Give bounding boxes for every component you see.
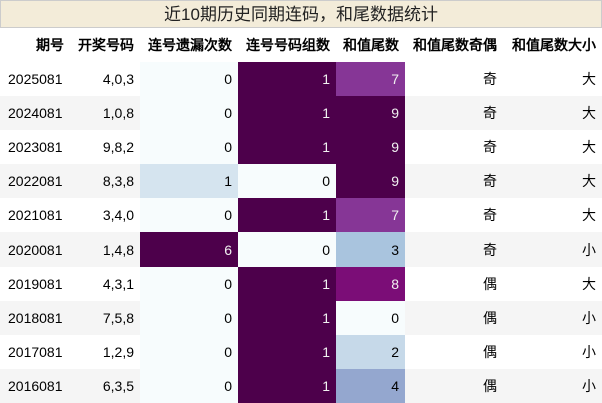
table-cell: 1 xyxy=(238,62,336,97)
table-title: 近10期历史同期连码，和尾数据统计 xyxy=(0,0,602,28)
table-cell: 奇 xyxy=(483,207,497,224)
table-cell: 大 xyxy=(582,275,596,292)
table-cell: 0 xyxy=(140,266,238,301)
table-row: 2021081 3,4,0 0 1 7 奇 大 xyxy=(0,198,602,233)
table-cell: 2020081 xyxy=(0,232,70,267)
table-cell: 0 xyxy=(140,368,238,403)
column-header: 连号遗漏次数 xyxy=(148,37,232,53)
table-cell: 大 xyxy=(503,164,602,199)
table-cell: 1 xyxy=(238,198,336,233)
table-cell: 8 xyxy=(336,266,405,301)
table-row: 2016081 6,3,5 0 1 4 偶小 xyxy=(0,368,602,403)
table-cell: 大 xyxy=(582,207,596,224)
table-cell: 9,8,2 xyxy=(102,139,134,156)
table-cell: 小 xyxy=(582,343,596,360)
table-cell: 2 xyxy=(336,334,405,369)
table-cell: 1 xyxy=(238,368,336,403)
data-table: 期号 开奖号码 连号遗漏次数 连号号码组数 和值尾数 和值尾数奇偶 和值尾数大小 20250… xyxy=(0,28,602,403)
table-cell: 6,3,5 xyxy=(70,368,140,403)
table-row: 2020081 1,4,8 6 0 3 奇小 xyxy=(0,232,602,267)
table-cell: 奇 xyxy=(405,96,503,131)
column-header: 连号号码组数 xyxy=(246,37,330,53)
table-cell: 4,0,3 xyxy=(102,71,134,88)
table-cell: 0 xyxy=(238,164,336,199)
table-cell: 1,4,8 xyxy=(70,232,140,267)
table-cell: 小 xyxy=(503,368,602,403)
table-cell: 偶 xyxy=(405,368,503,403)
table-cell: 1 xyxy=(140,164,238,199)
table-cell: 2025081 xyxy=(8,71,63,88)
table-row: 2022081 8,3,8 1 0 9 奇大 xyxy=(0,164,602,199)
table-cell: 7 xyxy=(336,198,405,233)
table-cell: 3,4,0 xyxy=(102,207,134,224)
table-cell: 1 xyxy=(238,130,336,165)
column-header: 和值尾数大小 xyxy=(512,37,596,53)
table-cell: 0 xyxy=(140,334,238,369)
table-cell: 7,5,8 xyxy=(70,300,140,335)
table-cell: 2022081 xyxy=(0,164,70,199)
table-row: 2024081 1,0,8 0 1 9 奇大 xyxy=(0,96,602,131)
table-cell: 3 xyxy=(336,232,405,267)
table-cell: 1 xyxy=(238,96,336,131)
table-cell: 1 xyxy=(238,334,336,369)
table-cell: 2018081 xyxy=(0,300,70,335)
table-row: 2023081 9,8,2 0 1 9 奇 大 xyxy=(0,130,602,165)
table-cell: 大 xyxy=(503,96,602,131)
table-cell: 0 xyxy=(140,130,238,165)
table-cell: 2023081 xyxy=(8,139,63,156)
column-header: 开奖号码 xyxy=(78,37,134,53)
table-cell: 偶 xyxy=(483,275,497,292)
table-cell: 1 xyxy=(238,300,336,335)
table-row: 2025081 4,0,3 0 1 7 奇 大 xyxy=(0,62,602,97)
table-cell: 大 xyxy=(582,71,596,88)
table-cell: 9 xyxy=(336,130,405,165)
table-cell: 0 xyxy=(336,300,405,335)
column-header: 和值尾数奇偶 xyxy=(413,37,497,53)
table-cell: 奇 xyxy=(405,232,503,267)
table-cell: 2019081 xyxy=(8,275,63,292)
table-cell: 7 xyxy=(336,62,405,97)
column-header: 期号 xyxy=(36,37,64,53)
table-cell: 2016081 xyxy=(0,368,70,403)
table-cell: 1,0,8 xyxy=(70,96,140,131)
table-row: 2017081 1,2,9 0 1 2 偶 小 xyxy=(0,334,602,369)
table-row: 2018081 7,5,8 0 1 0 偶小 xyxy=(0,300,602,335)
table-cell: 奇 xyxy=(483,71,497,88)
table-cell: 0 xyxy=(140,62,238,97)
table-cell: 小 xyxy=(503,232,602,267)
table-cell: 9 xyxy=(336,96,405,131)
table-cell: 8,3,8 xyxy=(70,164,140,199)
table-cell: 偶 xyxy=(405,300,503,335)
table-cell: 大 xyxy=(582,139,596,156)
table-cell: 偶 xyxy=(483,343,497,360)
table-cell: 4,3,1 xyxy=(102,275,134,292)
table-cell: 0 xyxy=(238,232,336,267)
table-cell: 1 xyxy=(238,266,336,301)
column-header: 和值尾数 xyxy=(343,37,399,53)
table-cell: 2024081 xyxy=(0,96,70,131)
table-cell: 奇 xyxy=(483,139,497,156)
table-cell: 1,2,9 xyxy=(102,343,134,360)
table-cell: 6 xyxy=(140,232,238,267)
table-cell: 4 xyxy=(336,368,405,403)
table-cell: 小 xyxy=(503,300,602,335)
table-cell: 2021081 xyxy=(8,207,63,224)
header-row: 期号 开奖号码 连号遗漏次数 连号号码组数 和值尾数 和值尾数奇偶 和值尾数大小 xyxy=(0,28,602,62)
table-cell: 0 xyxy=(140,96,238,131)
table-cell: 2017081 xyxy=(8,343,63,360)
table-cell: 0 xyxy=(140,198,238,233)
table-cell: 奇 xyxy=(405,164,503,199)
table-cell: 9 xyxy=(336,164,405,199)
table-row: 2019081 4,3,1 0 1 8 偶 大 xyxy=(0,266,602,301)
table-cell: 0 xyxy=(140,300,238,335)
